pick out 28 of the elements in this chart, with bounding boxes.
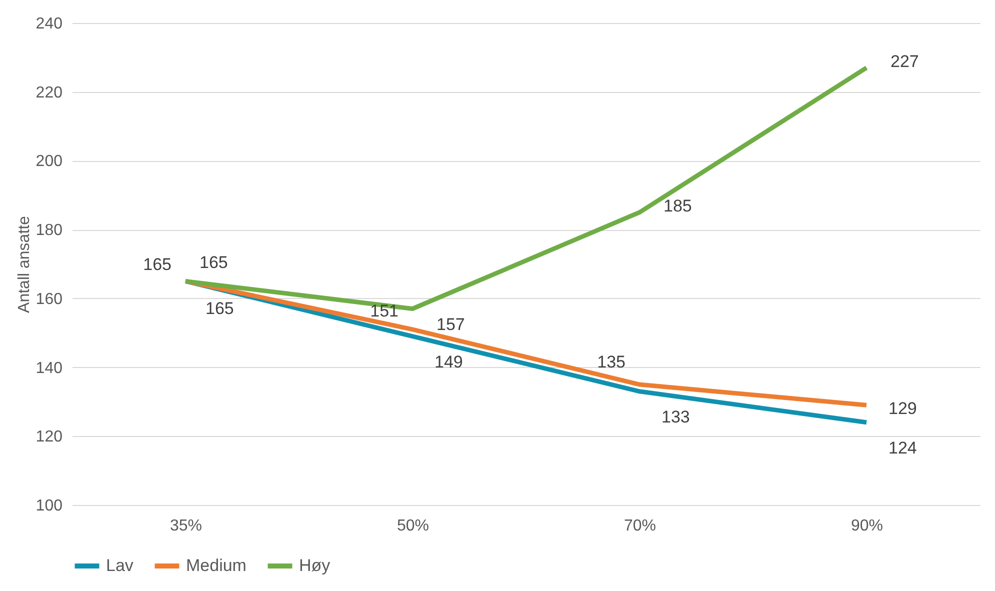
x-tick-label: 50% [396,518,430,534]
data-label: 165 [200,253,228,272]
data-label: 165 [143,255,172,274]
data-label: 165 [206,299,234,318]
data-label: 151 [370,301,398,320]
y-tick-label: 160 [36,290,63,308]
legend-label: Lav [106,556,134,575]
legend-label: Medium [186,556,246,575]
y-tick-label: 200 [36,153,63,170]
data-label: 185 [664,196,692,216]
data-label: 135 [597,352,626,372]
x-tick-label: 90% [850,518,884,534]
y-tick-label: 220 [36,84,63,102]
data-label: 157 [436,314,465,334]
y-tick-label: 120 [36,428,63,446]
y-tick-label: 100 [36,498,63,514]
data-label: 227 [890,52,919,71]
data-label: 133 [662,407,690,426]
data-label: 149 [434,352,463,372]
x-tick-label: 35% [170,518,202,534]
y-axis-title: Antall ansatte [16,216,33,313]
y-tick-label: 140 [36,360,63,377]
legend-label: Høy [299,556,331,575]
x-tick-label: 70% [624,518,656,534]
data-label: 124 [888,438,917,458]
y-tick-label: 180 [36,222,63,240]
data-label: 129 [888,399,917,418]
y-tick-label: 240 [36,16,63,32]
